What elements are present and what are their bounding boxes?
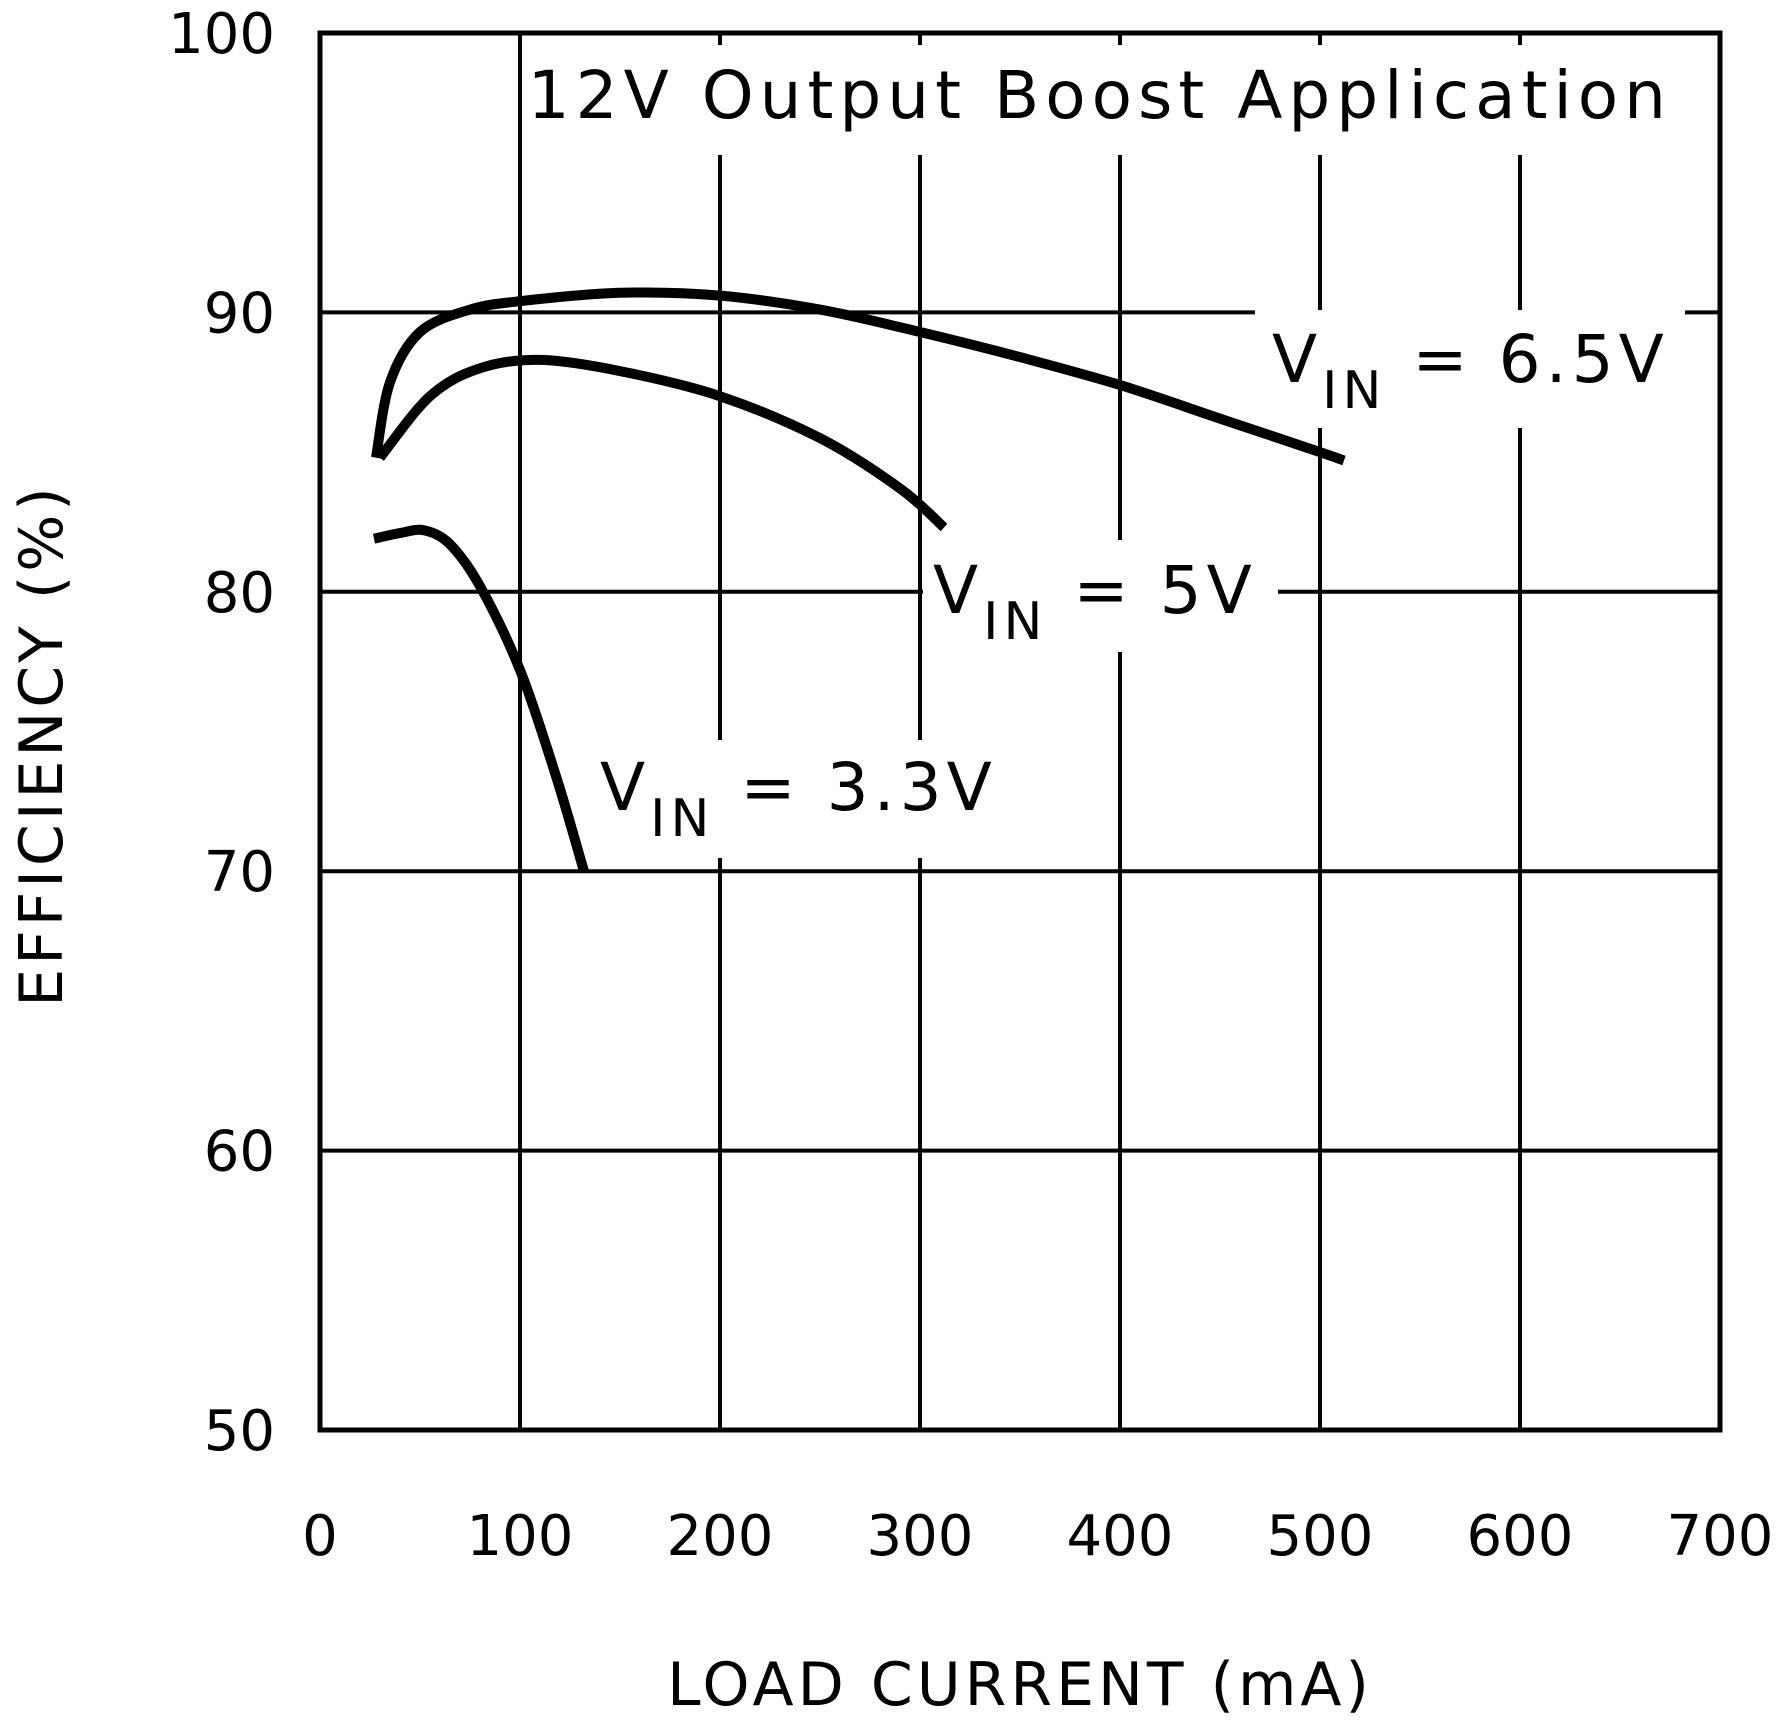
series-line-vin-5v xyxy=(376,354,948,532)
series-label-5v-rest: = 5V xyxy=(1047,552,1256,629)
x-tick-label-0: 0 xyxy=(302,1504,338,1569)
x-tick-label-600: 600 xyxy=(1467,1504,1574,1569)
y-tick-label-90: 90 xyxy=(204,281,275,346)
y-tick-labels: 50 60 70 80 90 100 xyxy=(168,2,275,1464)
y-tick-label-100: 100 xyxy=(168,2,275,67)
label-mask-6v5 xyxy=(1255,310,1685,428)
x-tick-label-300: 300 xyxy=(867,1504,974,1569)
series-label-5v: VIN = 5V xyxy=(933,552,1257,652)
chart-annotation: 12V Output Boost Application xyxy=(528,57,1672,134)
x-tick-label-100: 100 xyxy=(467,1504,574,1569)
series-label-6v5-main: V xyxy=(1272,321,1322,398)
series-label-5v-sub: IN xyxy=(983,592,1047,652)
series-group xyxy=(371,287,1346,873)
y-tick-label-60: 60 xyxy=(204,1120,275,1185)
plot-frame xyxy=(317,30,1723,1433)
label-mask-5v xyxy=(923,540,1278,652)
series-label-3v3-rest: = 3.3V xyxy=(714,749,996,826)
label-masks xyxy=(575,45,1690,858)
series-label-3v3-main: V xyxy=(600,749,650,826)
x-tick-label-200: 200 xyxy=(667,1504,774,1569)
x-axis-title: LOAD CURRENT (mA) xyxy=(667,1650,1373,1720)
x-tick-label-700: 700 xyxy=(1667,1504,1774,1569)
grid-lines xyxy=(320,33,1720,1430)
x-tick-labels: 0 100 200 300 400 500 600 700 xyxy=(302,1504,1773,1569)
series-label-3v3: VIN = 3.3V xyxy=(600,749,997,849)
x-tick-label-400: 400 xyxy=(1067,1504,1174,1569)
series-label-3v3-sub: IN xyxy=(650,789,714,849)
series-label-6v5: VIN = 6.5V xyxy=(1272,321,1669,421)
series-line-vin-3v3 xyxy=(372,524,589,873)
series-label-6v5-rest: = 6.5V xyxy=(1386,321,1668,398)
y-tick-label-50: 50 xyxy=(204,1399,275,1464)
label-mask-3v3 xyxy=(592,740,1017,858)
y-axis-title: EFFICIENCY (%) xyxy=(7,483,77,1006)
y-tick-label-80: 80 xyxy=(204,561,275,626)
annotation-mask xyxy=(575,45,1690,155)
y-tick-label-70: 70 xyxy=(204,840,275,905)
series-line-vin-6v5 xyxy=(371,287,1346,466)
series-label-6v5-sub: IN xyxy=(1322,361,1386,421)
series-label-5v-main: V xyxy=(933,552,983,629)
x-tick-label-500: 500 xyxy=(1267,1504,1374,1569)
